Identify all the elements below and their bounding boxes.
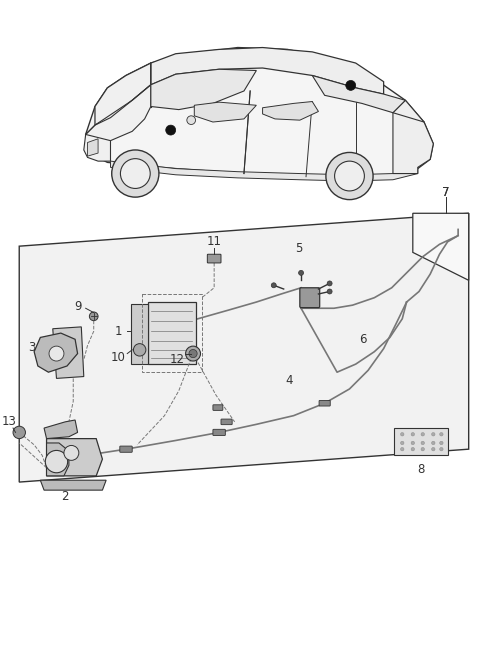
Polygon shape: [47, 439, 102, 476]
Text: 4: 4: [285, 375, 292, 387]
Circle shape: [112, 150, 159, 197]
Circle shape: [411, 447, 415, 451]
Circle shape: [327, 281, 332, 286]
Circle shape: [411, 432, 415, 436]
Polygon shape: [263, 102, 318, 120]
Text: 10: 10: [111, 352, 126, 364]
Text: 6: 6: [360, 333, 367, 346]
Circle shape: [326, 153, 373, 200]
Polygon shape: [84, 134, 110, 161]
Polygon shape: [85, 48, 433, 178]
Circle shape: [187, 116, 195, 124]
Circle shape: [271, 283, 276, 288]
FancyBboxPatch shape: [120, 446, 132, 452]
Polygon shape: [34, 333, 78, 372]
Polygon shape: [53, 327, 84, 379]
Circle shape: [421, 441, 424, 445]
Text: 7: 7: [442, 185, 449, 198]
Circle shape: [400, 447, 404, 451]
Circle shape: [400, 432, 404, 436]
Circle shape: [45, 451, 68, 473]
Circle shape: [120, 159, 150, 189]
Circle shape: [421, 432, 424, 436]
Polygon shape: [19, 214, 468, 482]
FancyBboxPatch shape: [221, 419, 232, 424]
Text: 1: 1: [115, 325, 122, 338]
Circle shape: [440, 447, 443, 451]
Polygon shape: [40, 480, 106, 490]
Circle shape: [432, 441, 435, 445]
Polygon shape: [47, 443, 69, 476]
Text: 13: 13: [2, 415, 17, 428]
Polygon shape: [393, 100, 433, 174]
Circle shape: [133, 344, 146, 356]
Polygon shape: [394, 428, 447, 455]
Circle shape: [432, 447, 435, 451]
Circle shape: [13, 426, 25, 439]
Polygon shape: [151, 48, 384, 94]
Polygon shape: [85, 84, 151, 147]
Text: 5: 5: [295, 242, 302, 255]
Text: 2: 2: [61, 490, 69, 503]
Circle shape: [327, 289, 332, 294]
FancyBboxPatch shape: [213, 429, 225, 436]
Circle shape: [335, 161, 364, 191]
Circle shape: [346, 81, 356, 90]
Polygon shape: [110, 161, 418, 181]
Polygon shape: [148, 302, 195, 364]
Polygon shape: [151, 69, 256, 109]
Circle shape: [166, 125, 176, 135]
FancyBboxPatch shape: [207, 254, 221, 263]
Circle shape: [400, 441, 404, 445]
Polygon shape: [87, 139, 98, 156]
Text: 8: 8: [417, 463, 425, 476]
Polygon shape: [44, 420, 78, 439]
FancyBboxPatch shape: [213, 405, 223, 411]
Circle shape: [89, 312, 98, 321]
Circle shape: [440, 432, 443, 436]
Circle shape: [421, 447, 424, 451]
Circle shape: [189, 350, 197, 358]
Circle shape: [299, 271, 303, 275]
Polygon shape: [312, 75, 405, 113]
Text: 9: 9: [74, 300, 81, 313]
Circle shape: [64, 445, 79, 460]
Text: 12: 12: [169, 353, 184, 366]
Circle shape: [411, 441, 415, 445]
Circle shape: [186, 346, 201, 361]
Circle shape: [440, 441, 443, 445]
Polygon shape: [413, 214, 468, 280]
Polygon shape: [194, 102, 256, 122]
Text: 7: 7: [442, 185, 449, 198]
FancyBboxPatch shape: [319, 400, 330, 406]
Circle shape: [432, 432, 435, 436]
FancyBboxPatch shape: [300, 288, 320, 308]
Text: 3: 3: [28, 341, 36, 354]
Text: 11: 11: [207, 235, 222, 248]
Circle shape: [49, 346, 64, 361]
Polygon shape: [95, 63, 151, 125]
Polygon shape: [131, 304, 148, 364]
